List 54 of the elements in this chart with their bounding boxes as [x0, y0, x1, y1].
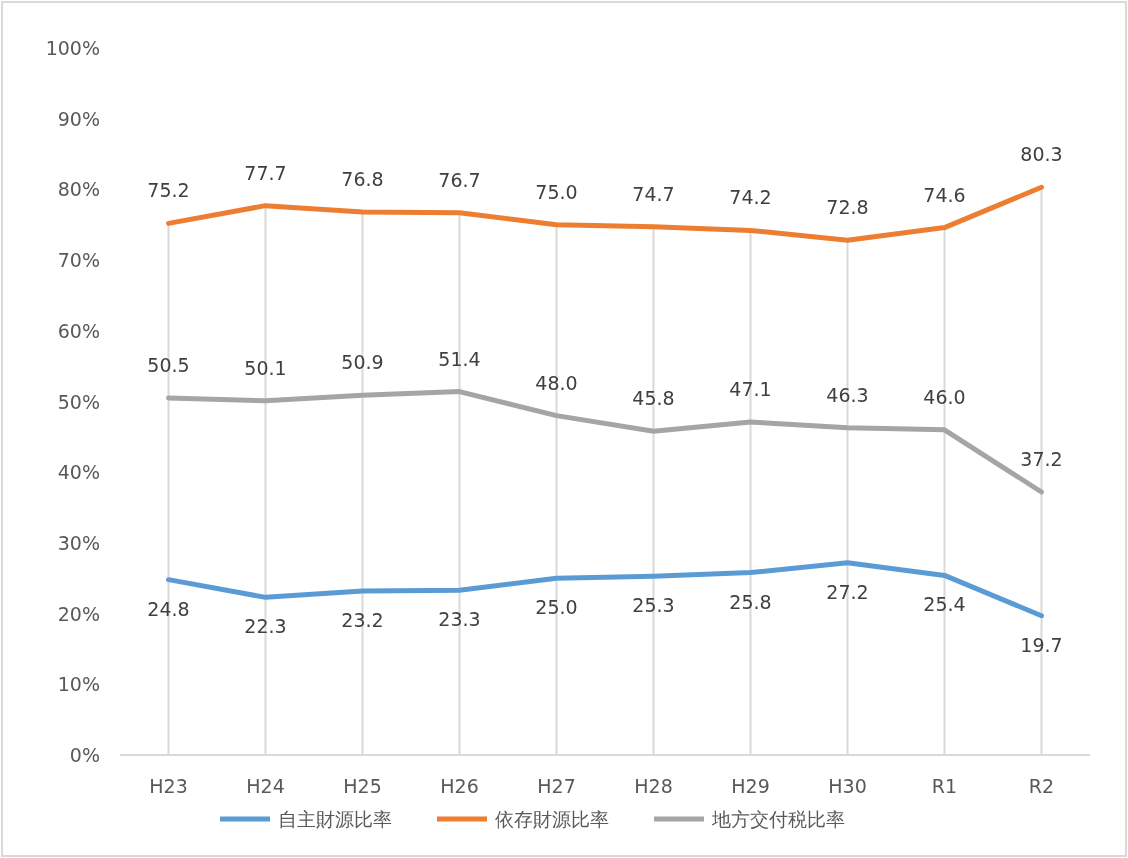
data-label: 72.8: [826, 196, 869, 219]
data-label: 48.0: [535, 371, 578, 394]
data-label: 19.7: [1020, 633, 1063, 656]
data-label: 47.1: [729, 378, 772, 400]
y-tick-label: 20%: [57, 602, 100, 625]
x-tick-label: H30: [828, 775, 867, 797]
data-label: 80.3: [1020, 143, 1063, 166]
data-label: 77.7: [244, 161, 287, 184]
x-tick-label: H28: [634, 775, 673, 797]
y-tick-label: 70%: [57, 249, 100, 272]
data-label: 74.6: [923, 183, 966, 206]
x-tick-label: R2: [1028, 775, 1055, 797]
data-label: 74.7: [632, 182, 675, 205]
data-label: 50.9: [341, 351, 384, 374]
legend-label: 自主財源比率: [278, 808, 392, 830]
y-tick-label: 100%: [45, 37, 100, 59]
x-tick-label: H26: [440, 775, 479, 797]
data-label: 46.3: [826, 383, 869, 406]
data-label: 23.2: [341, 608, 384, 631]
data-label: 76.8: [341, 168, 384, 191]
data-label: 22.3: [244, 615, 287, 638]
y-tick-label: 90%: [57, 107, 100, 130]
data-label: 75.2: [147, 179, 190, 202]
legend-label: 地方交付税比率: [711, 808, 845, 830]
x-tick-label: H23: [149, 775, 188, 797]
y-tick-label: 0%: [69, 744, 100, 766]
data-label: 23.3: [438, 608, 481, 631]
y-tick-label: 50%: [57, 390, 100, 413]
data-label: 51.4: [438, 347, 481, 370]
data-label: 25.8: [729, 590, 772, 613]
data-label: 25.3: [632, 594, 675, 617]
data-label: 50.1: [244, 356, 287, 379]
x-tick-label: H25: [343, 775, 382, 797]
data-label: 74.2: [729, 186, 772, 209]
data-label: 45.8: [632, 387, 675, 410]
data-label: 25.0: [535, 596, 578, 619]
data-label: 75.0: [535, 180, 578, 203]
data-label: 46.0: [923, 385, 966, 408]
x-tick-label: H29: [731, 775, 770, 797]
data-label: 25.4: [923, 593, 966, 616]
y-tick-label: 80%: [57, 178, 100, 201]
x-tick-label: H27: [537, 775, 576, 797]
data-label: 76.7: [438, 168, 481, 191]
y-tick-label: 10%: [57, 673, 100, 696]
y-tick-label: 30%: [57, 531, 100, 554]
x-tick-label: H24: [246, 775, 285, 797]
data-label: 50.5: [147, 353, 190, 376]
legend-label: 依存財源比率: [495, 808, 609, 830]
data-label: 24.8: [147, 597, 190, 620]
y-tick-label: 40%: [57, 461, 100, 484]
data-label: 37.2: [1020, 448, 1063, 470]
data-label: 27.2: [826, 580, 869, 603]
x-tick-label: R1: [931, 775, 958, 797]
y-tick-label: 60%: [57, 319, 100, 342]
